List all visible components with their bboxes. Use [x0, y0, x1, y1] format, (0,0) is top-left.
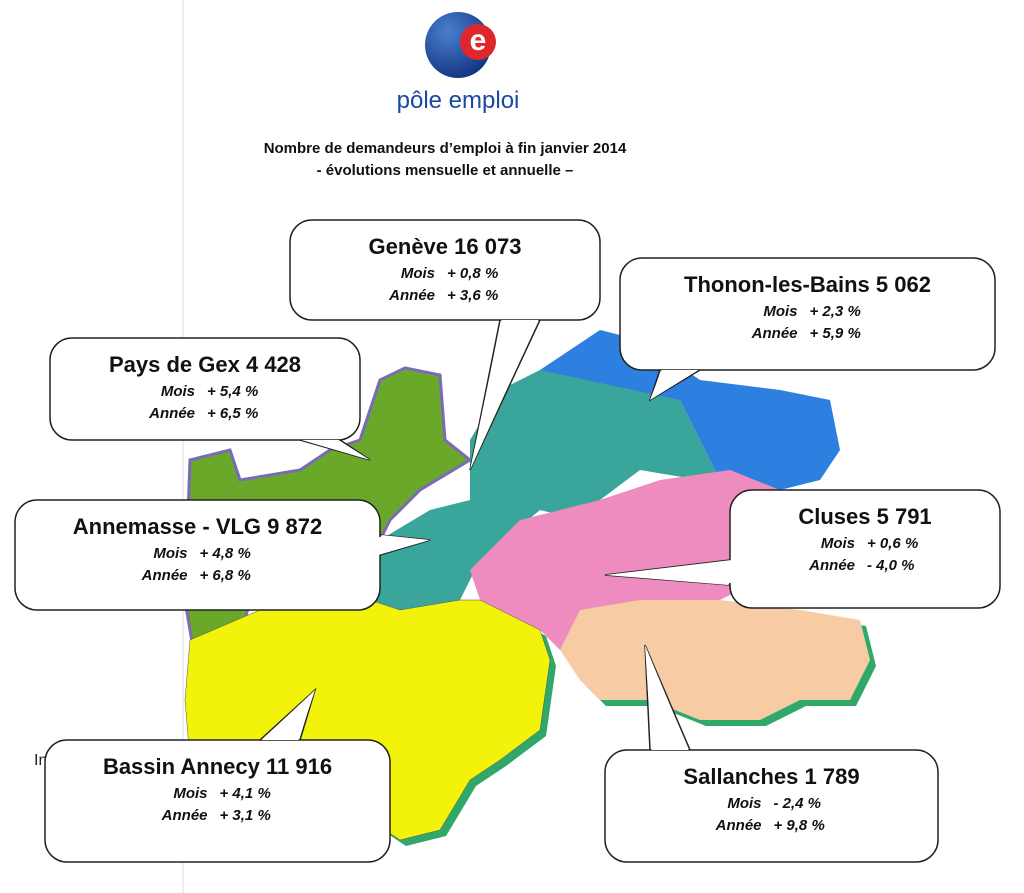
region-name: Cluses	[798, 504, 870, 529]
stat-value: + 4,1 %	[220, 785, 271, 802]
stat-value: + 9,8 %	[774, 817, 825, 834]
region-title: Thonon-les-Bains 5 062	[684, 272, 931, 297]
stat-label: Année	[715, 817, 762, 834]
region-name: Annemasse - VLG	[73, 514, 261, 539]
stat-label: Année	[161, 807, 208, 824]
region-title: Genève 16 073	[369, 234, 522, 259]
tail-cover	[470, 320, 539, 470]
callout: Genève 16 073 Mois + 0,8 % Année + 3,6 %	[289, 219, 601, 471]
callout: Sallanches 1 789 Mois - 2,4 % Année + 9,8 %	[604, 644, 939, 863]
stat-label: Année	[751, 325, 798, 342]
logo-e: e	[470, 24, 487, 57]
tail-cover	[650, 370, 699, 400]
region-count: 4 428	[246, 352, 301, 377]
text-fragment: In	[34, 752, 47, 769]
stat-label: Année	[141, 567, 188, 584]
stat-value: + 3,6 %	[447, 287, 498, 304]
tail-cover	[729, 562, 732, 583]
stat-label: Année	[808, 557, 855, 574]
stat-label: Mois	[763, 303, 797, 320]
stat-label: Année	[148, 405, 195, 422]
tail-cover	[379, 537, 382, 553]
tail-cover	[645, 645, 689, 750]
stat-label: Mois	[173, 785, 207, 802]
title-line: - évolutions mensuelle et annuelle –	[317, 162, 574, 179]
callout: Thonon-les-Bains 5 062 Mois + 2,3 % Année + …	[619, 257, 996, 402]
callout-box	[49, 337, 361, 441]
stat-value: + 3,1 %	[220, 807, 271, 824]
callout: Bassin Annecy 11 916 Mois + 4,1 % Année + 3,…	[44, 687, 391, 863]
callout-box	[619, 257, 996, 371]
region-name: Bassin Annecy	[103, 754, 261, 779]
stat-value: + 0,6 %	[867, 535, 918, 552]
region-sallanches	[560, 600, 870, 720]
callout-box	[14, 499, 381, 611]
tail-cover	[605, 560, 732, 585]
stat-value: + 6,8 %	[200, 567, 251, 584]
stat-value: + 0,8 %	[447, 265, 498, 282]
tail-cover	[378, 535, 430, 555]
callout-box	[289, 219, 601, 321]
callout-box	[729, 489, 1001, 609]
callout-box	[44, 739, 391, 863]
callouts: Genève 16 073 Mois + 0,8 % Année + 3,6 % Thon…	[14, 219, 1001, 863]
region-name: Pays de Gex	[109, 352, 241, 377]
callout: Cluses 5 791 Mois + 0,6 % Année - 4,0 %	[604, 489, 1001, 609]
title-line: Nombre de demandeurs d’emploi à fin janv…	[264, 140, 627, 157]
stat-label: Mois	[821, 535, 855, 552]
region-count: 5 062	[876, 272, 931, 297]
stat-value: + 4,8 %	[200, 545, 251, 562]
region-count: 16 073	[454, 234, 521, 259]
region-title: Sallanches 1 789	[683, 764, 859, 789]
region-thonon	[540, 330, 840, 490]
region-name: Genève	[369, 234, 449, 259]
region-name: Sallanches	[683, 764, 798, 789]
region-count: 1 789	[805, 764, 860, 789]
tail-cover	[261, 690, 315, 740]
callout-box	[604, 749, 939, 863]
region-count: 11 916	[266, 754, 332, 779]
stat-label: Mois	[727, 795, 761, 812]
region-title: Annemasse - VLG 9 872	[73, 514, 322, 539]
stat-value: - 4,0 %	[867, 557, 915, 574]
stat-value: + 5,4 %	[207, 383, 258, 400]
logo: e	[425, 12, 496, 78]
callout: Pays de Gex 4 428 Mois + 5,4 % Année + 6,5 %	[49, 337, 371, 461]
region-count: 9 872	[267, 514, 322, 539]
stat-label: Mois	[161, 383, 195, 400]
region-title: Pays de Gex 4 428	[109, 352, 301, 377]
region-title: Bassin Annecy 11 916	[103, 754, 332, 779]
stat-value: + 5,9 %	[810, 325, 861, 342]
stat-value: + 6,5 %	[207, 405, 258, 422]
region-name: Thonon-les-Bains	[684, 272, 870, 297]
region-count: 5 791	[877, 504, 932, 529]
logo-e-bg	[460, 24, 496, 60]
logo-text: pôle emploi	[397, 87, 520, 114]
stat-value: - 2,4 %	[774, 795, 822, 812]
stat-label: Mois	[401, 265, 435, 282]
region-title: Cluses 5 791	[798, 504, 931, 529]
stat-label: Mois	[153, 545, 187, 562]
tail-cover	[301, 440, 370, 460]
region-cluses	[470, 470, 800, 650]
stat-value: + 2,3 %	[810, 303, 861, 320]
stat-label: Année	[388, 287, 435, 304]
callout: Annemasse - VLG 9 872 Mois + 4,8 % Année + 6…	[14, 499, 431, 611]
